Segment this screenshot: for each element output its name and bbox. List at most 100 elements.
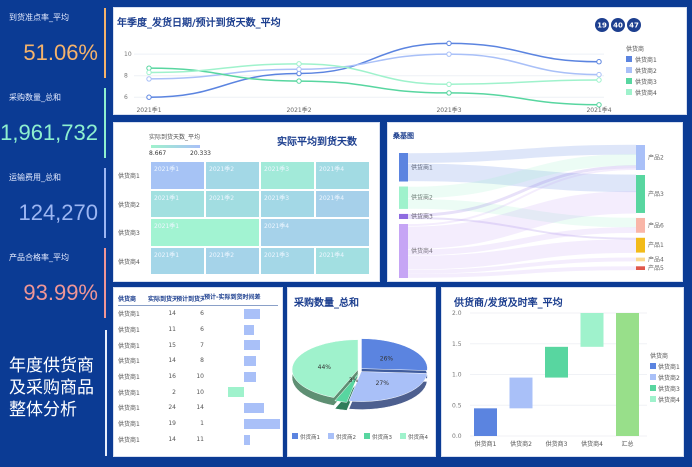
heatmap-cell[interactable]: 2021季2 bbox=[205, 246, 260, 275]
sankey-link bbox=[407, 239, 637, 270]
line-chart: 6 8 10 2021季1 2021季2 2021季3 2021季4 供货商1 供货商2 供货商3… bbox=[124, 18, 657, 114]
data-table: 供货商实际到货天预计到货天数预计-实际到货时间差供货商1146供货商1116供货… bbox=[118, 292, 280, 448]
supplier-cell: 供货商1 bbox=[118, 405, 140, 413]
sankey-link bbox=[407, 198, 637, 228]
heatmap-row-label: 供货商1 bbox=[118, 173, 140, 180]
heatmap-cell[interactable]: 2021季4 bbox=[260, 218, 370, 247]
legend-label: 供货商4 bbox=[658, 396, 680, 404]
sankey-target-label: 产品1 bbox=[648, 241, 664, 249]
pie-slice bbox=[291, 339, 359, 398]
expected-days-cell: 6 bbox=[200, 326, 204, 334]
diff-bar bbox=[244, 324, 254, 335]
table-row[interactable]: 供货商1 14 8 bbox=[118, 353, 278, 369]
table-row[interactable]: 供货商1 19 1 bbox=[118, 416, 280, 432]
heatmap-row-label: 供货商3 bbox=[118, 230, 140, 237]
sankey-link bbox=[407, 165, 637, 217]
supplier-cell: 供货商1 bbox=[118, 342, 140, 350]
table-row[interactable]: 供货商1 15 7 bbox=[118, 337, 278, 353]
actual-days-cell: 24 bbox=[168, 404, 176, 412]
expected-days-cell: 10 bbox=[196, 388, 204, 396]
expected-days-cell: 11 bbox=[196, 435, 204, 443]
heatmap-cell[interactable]: 2021季3 bbox=[260, 161, 315, 190]
kpi-accent-bar bbox=[104, 88, 106, 158]
heatmap-row-label: 供货商2 bbox=[118, 201, 140, 209]
legend-title: 供货商 bbox=[626, 45, 644, 53]
column-header[interactable]: 供货商 bbox=[118, 296, 137, 303]
sankey-source-node bbox=[399, 224, 408, 278]
x-tick-label: 供货商3 bbox=[546, 440, 568, 448]
sankey-link bbox=[407, 266, 637, 278]
heatmap-cell[interactable]: 2021季3 bbox=[260, 189, 315, 218]
x-tick-label: 2021季3 bbox=[436, 106, 461, 114]
data-point bbox=[446, 81, 452, 88]
legend-swatch bbox=[626, 78, 632, 84]
series-line-3 bbox=[148, 67, 600, 106]
sankey-source-label: 供货商2 bbox=[411, 194, 433, 202]
pie-title: 采购数量_总和 bbox=[294, 298, 359, 309]
badge bbox=[595, 18, 609, 32]
kpi-value: 124,270 bbox=[18, 200, 98, 225]
data-point bbox=[146, 94, 152, 100]
heatmap-cell[interactable]: 2021季1 bbox=[150, 218, 260, 247]
table-row[interactable]: 供货商1 14 6 bbox=[118, 306, 278, 322]
sankey-target-node bbox=[636, 145, 645, 170]
sankey-source-label: 供货商4 bbox=[411, 247, 433, 255]
supplier-cell: 供货商1 bbox=[118, 311, 140, 319]
legend-label: 供货商4 bbox=[635, 89, 657, 97]
table-row[interactable]: 供货商1 2 10 bbox=[118, 384, 278, 400]
legend-label: 供货商3 bbox=[635, 78, 657, 86]
heatmap-cell[interactable]: 2021季4 bbox=[315, 161, 370, 190]
legend-swatch bbox=[292, 433, 298, 439]
actual-days-cell: 14 bbox=[168, 435, 176, 443]
heatmap-panel: 实际平均到货天数 实际到货天数_平均 8.667 20.333 供货商1 2021… bbox=[113, 122, 380, 282]
kpi-label: 采购数量_总和 bbox=[9, 93, 61, 102]
data-point bbox=[446, 51, 452, 57]
heatmap-cell[interactable]: 2021季1 bbox=[150, 246, 205, 275]
supplier-cell: 供货商1 bbox=[118, 421, 140, 429]
legend-label: 供货商3 bbox=[372, 433, 393, 441]
heatmap-cell[interactable]: 2021季1 bbox=[150, 189, 205, 218]
data-point bbox=[146, 65, 152, 71]
actual-days-cell: 14 bbox=[168, 310, 176, 318]
legend-label: 供货商1 bbox=[300, 433, 320, 441]
diff-cell bbox=[204, 384, 278, 400]
x-tick-label: 供货商4 bbox=[581, 440, 603, 448]
actual-days-cell: 2 bbox=[172, 388, 176, 396]
table-row[interactable]: 供货商1 11 6 bbox=[118, 322, 278, 338]
data-point bbox=[446, 90, 452, 96]
column-header[interactable]: 实际到货天 bbox=[148, 296, 176, 303]
diff-cell bbox=[204, 337, 278, 353]
actual-days-cell: 14 bbox=[168, 357, 176, 365]
heatmap-title: 实际平均到货天数 bbox=[277, 137, 357, 148]
heatmap-cell[interactable]: 2021季2 bbox=[205, 161, 260, 190]
supplier-cell: 供货商1 bbox=[118, 358, 140, 366]
line-chart-panel: 年季度_发货日期/预计到货天数_平均 6 8 10 2021季1 2021季2 2021季… bbox=[113, 7, 687, 115]
data-point bbox=[146, 69, 152, 76]
legend-label: 供货商3 bbox=[658, 385, 680, 393]
y-tick-label: 6 bbox=[124, 94, 128, 101]
y-tick-label: 1.5 bbox=[452, 341, 462, 348]
kpi-card: 到货准点率_平均 51.06% bbox=[0, 0, 108, 80]
kpi-card: 采购数量_总和 1,961,732 bbox=[0, 80, 108, 160]
heatmap-cell[interactable]: 2021季4 bbox=[315, 246, 370, 275]
heatmap-cell[interactable]: 2021季4 bbox=[315, 189, 370, 218]
sankey-source-label: 供货商1 bbox=[411, 163, 433, 171]
x-tick-label: 2021季4 bbox=[586, 106, 611, 114]
table-row[interactable]: 供货商1 14 11 bbox=[118, 432, 278, 448]
column-header[interactable]: 预计-实际到货时间差 bbox=[204, 294, 261, 301]
diff-cell bbox=[204, 416, 280, 432]
heatmap-cell[interactable]: 2021季1 bbox=[150, 161, 205, 190]
heatmap-cell[interactable]: 2021季2 bbox=[205, 189, 260, 218]
table-row[interactable]: 供货商1 24 14 bbox=[118, 400, 278, 416]
column-header[interactable]: 预计到货天数 bbox=[176, 296, 204, 303]
x-tick-label: 汇总 bbox=[621, 440, 633, 448]
table-row[interactable]: 供货商1 16 10 bbox=[118, 369, 278, 385]
sankey-target-node bbox=[636, 266, 645, 270]
diff-bar bbox=[244, 356, 256, 367]
heatmap-cell[interactable]: 2021季3 bbox=[260, 246, 315, 275]
diff-cell bbox=[204, 322, 278, 338]
diff-bar bbox=[244, 340, 260, 351]
legend-swatch bbox=[626, 67, 632, 73]
expected-days-cell: 7 bbox=[200, 341, 204, 349]
waterfall-bar bbox=[509, 377, 533, 409]
